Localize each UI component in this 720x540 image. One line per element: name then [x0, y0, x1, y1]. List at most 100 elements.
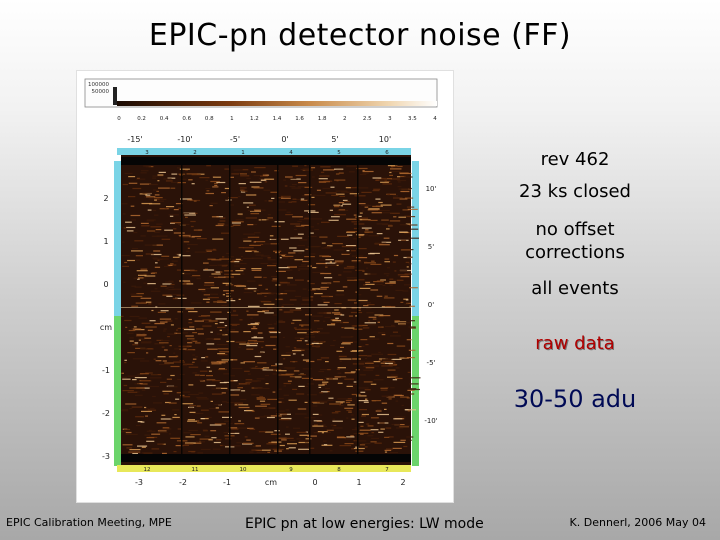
noise-streak	[305, 438, 312, 440]
slide-title: EPIC-pn detector noise (FF)	[148, 18, 572, 53]
noise-streak	[189, 411, 196, 413]
noise-streak	[294, 376, 302, 378]
noise-streak	[370, 441, 377, 443]
noise-streak	[260, 403, 271, 405]
noise-streak	[400, 249, 411, 251]
noise-streak	[210, 311, 222, 313]
noise-streak	[154, 231, 160, 233]
noise-streak	[209, 408, 220, 410]
noise-streak	[396, 203, 402, 205]
noise-streak	[314, 321, 317, 323]
noise-streak	[247, 427, 254, 429]
noise-streak	[307, 435, 317, 437]
noise-streak	[248, 305, 260, 307]
noise-streak	[317, 312, 324, 314]
noise-streak	[247, 340, 258, 342]
noise-streak	[172, 416, 180, 418]
noise-streak	[293, 427, 301, 429]
noise-streak	[410, 327, 416, 329]
noise-streak	[346, 231, 358, 233]
noise-streak	[405, 223, 411, 225]
noise-streak	[322, 426, 328, 428]
noise-streak	[398, 188, 409, 190]
noise-streak	[361, 442, 371, 445]
noise-streak	[354, 216, 359, 218]
noise-streak	[280, 238, 289, 240]
right-strip-lower	[412, 316, 419, 466]
noise-streak	[371, 212, 383, 214]
noise-streak	[247, 381, 258, 383]
top-ccd-strip	[117, 148, 411, 155]
noise-streak	[380, 181, 389, 183]
noise-streak	[377, 326, 382, 328]
noise-streak	[236, 385, 240, 387]
noise-streak	[340, 346, 344, 348]
noise-streak	[271, 369, 282, 371]
noise-streak	[384, 436, 390, 438]
noise-streak	[243, 202, 254, 204]
noise-streak	[364, 389, 371, 391]
noise-streak	[405, 261, 410, 263]
noise-streak	[252, 289, 259, 291]
noise-streak	[210, 287, 219, 289]
noise-streak	[125, 403, 137, 405]
noise-streak	[378, 431, 384, 433]
noise-streak	[140, 348, 147, 350]
noise-streak	[367, 435, 374, 437]
noise-streak	[366, 267, 369, 269]
noise-streak	[131, 305, 139, 307]
noise-streak	[287, 277, 293, 279]
noise-streak	[141, 202, 153, 205]
noise-streak	[269, 235, 274, 237]
noise-streak	[319, 392, 324, 394]
noise-streak	[218, 411, 230, 413]
noise-streak	[197, 452, 203, 454]
noise-streak	[313, 420, 322, 422]
noise-streak	[342, 252, 352, 255]
top-dark-band	[121, 157, 411, 165]
noise-streak	[347, 398, 352, 400]
noise-streak	[151, 433, 161, 435]
noise-streak	[144, 337, 152, 339]
noise-streak	[285, 270, 290, 272]
noise-streak	[364, 322, 376, 324]
noise-streak	[129, 408, 133, 410]
noise-streak	[277, 437, 287, 439]
noise-streak	[167, 333, 176, 335]
noise-streak	[314, 424, 318, 426]
noise-streak	[376, 233, 383, 235]
noise-streak	[318, 384, 325, 386]
noise-streak	[383, 297, 395, 299]
noise-streak	[165, 401, 171, 404]
noise-streak	[310, 253, 316, 255]
noise-streak	[219, 344, 228, 346]
noise-streak	[300, 199, 308, 201]
noise-streak	[300, 348, 312, 350]
noise-streak	[288, 399, 297, 401]
noise-streak	[283, 367, 288, 369]
noise-streak	[224, 187, 231, 190]
noise-streak	[405, 174, 409, 176]
noise-streak	[267, 323, 273, 325]
noise-streak	[284, 290, 296, 292]
colorbar-peak	[113, 87, 117, 105]
noise-streak	[328, 378, 333, 380]
noise-streak	[321, 341, 324, 343]
noise-streak	[121, 431, 126, 433]
noise-streak	[243, 240, 252, 242]
noise-streak	[346, 265, 355, 268]
noise-streak	[189, 405, 196, 407]
noise-streak	[340, 376, 347, 378]
noise-streak	[211, 259, 222, 261]
noise-streak	[344, 327, 355, 329]
noise-streak	[346, 385, 353, 387]
noise-streak	[155, 262, 158, 264]
noise-streak	[379, 244, 390, 246]
noise-streak	[173, 232, 185, 234]
noise-streak	[233, 265, 240, 267]
noise-streak	[264, 431, 274, 433]
noise-streak	[187, 420, 197, 422]
noise-streak	[190, 434, 201, 436]
noise-streak	[391, 324, 395, 326]
noise-streak	[181, 213, 190, 215]
